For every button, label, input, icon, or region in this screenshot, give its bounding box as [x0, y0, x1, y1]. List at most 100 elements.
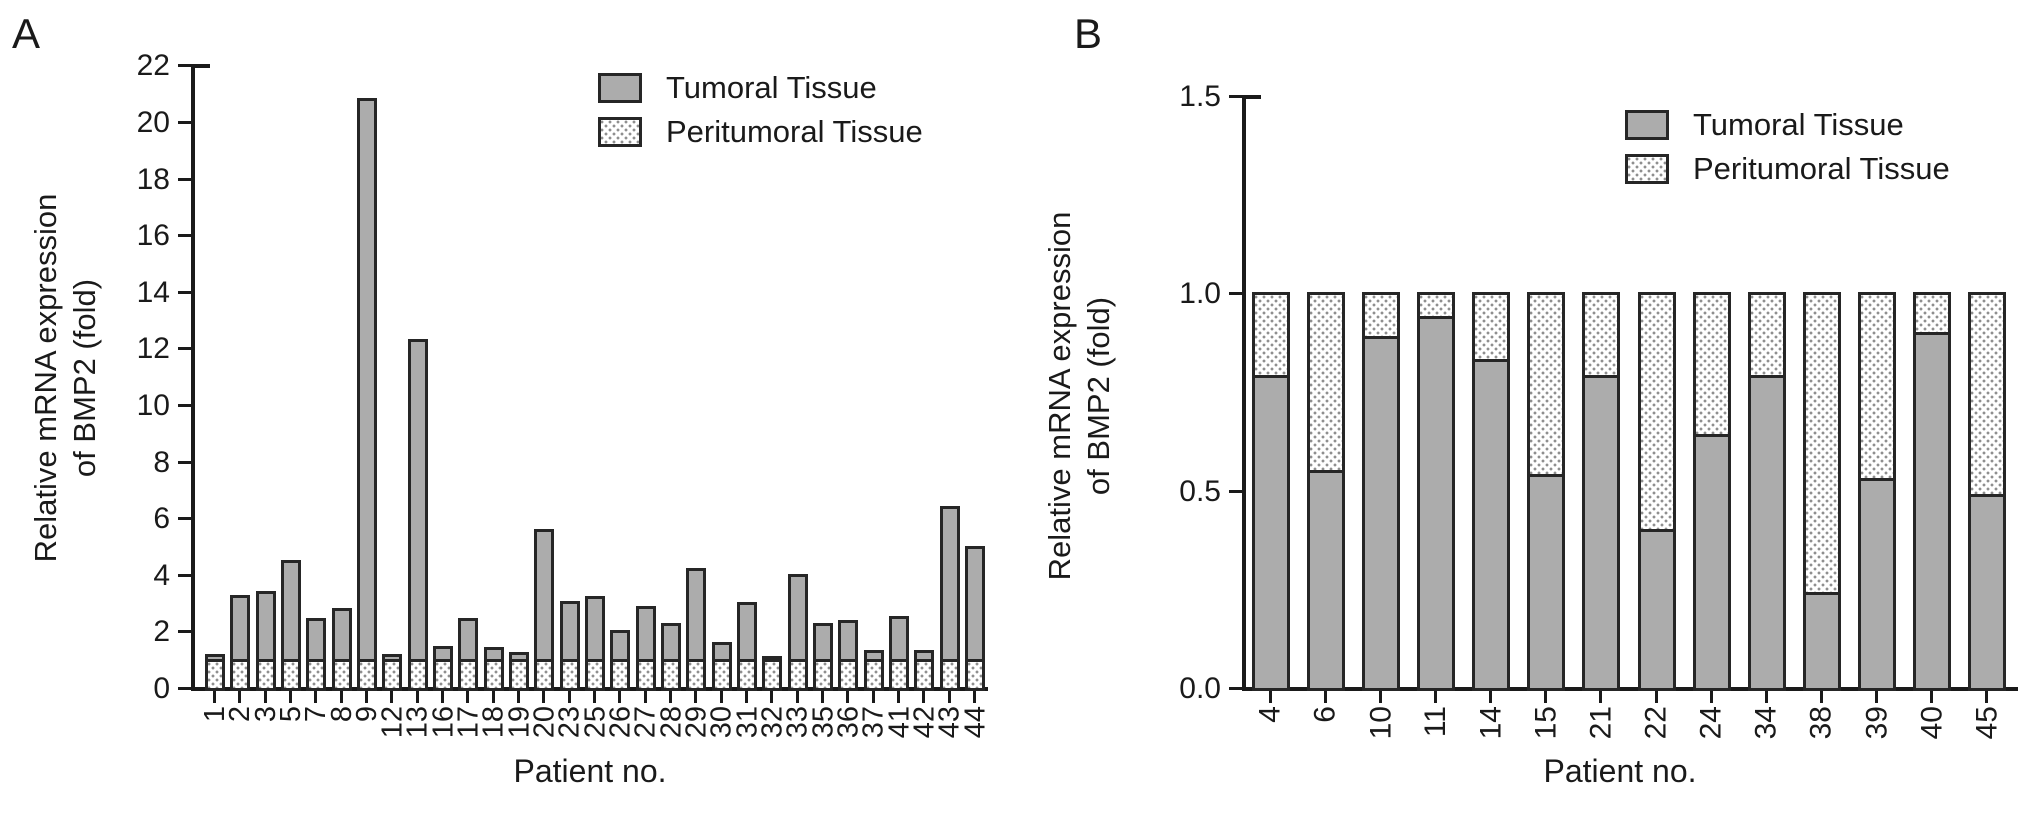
- tumoral-bar: [1968, 494, 2006, 691]
- tumoral-legend-label: Tumoral Tissue: [666, 70, 877, 105]
- tumoral-bar: [1913, 332, 1951, 691]
- x-tick: [1875, 691, 1878, 703]
- x-tick: [922, 691, 925, 703]
- tumoral-bar: [1252, 375, 1290, 691]
- x-tick: [745, 691, 748, 703]
- panel-b-legend: Tumoral Tissue Peritumoral Tissue: [1625, 109, 1950, 184]
- y-tick-label: 4: [153, 559, 170, 592]
- x-tick: [1599, 691, 1602, 703]
- panel-b-legend-item-tumoral: Tumoral Tissue: [1625, 109, 1950, 140]
- y-axis: [191, 64, 195, 691]
- peritumoral-swatch-icon: [1625, 153, 1669, 184]
- y-tick-label: 1.0: [1179, 277, 1221, 310]
- tumoral-bar: [1472, 359, 1510, 691]
- y-tick: [178, 64, 191, 67]
- x-tick: [973, 691, 976, 703]
- x-tick: [441, 691, 444, 703]
- y-tick: [1229, 292, 1242, 295]
- peritumoral-bar: [560, 659, 580, 691]
- peritumoral-bar: [382, 659, 402, 691]
- peritumoral-bar: [534, 659, 554, 691]
- peritumoral-bar: [1638, 292, 1676, 532]
- x-tick-label: 10: [1364, 706, 1398, 740]
- y-tick-label: 2: [153, 615, 170, 648]
- y-tick: [1229, 95, 1242, 98]
- tumoral-swatch-icon: [1625, 109, 1669, 140]
- x-tick-label: 38: [1804, 706, 1838, 740]
- x-tick-label: 11: [1419, 706, 1453, 738]
- tumoral-bar: [1527, 474, 1565, 691]
- peritumoral-bar: [864, 659, 884, 691]
- tumoral-bar: [1803, 592, 1841, 691]
- peritumoral-bar: [914, 659, 934, 691]
- peritumoral-bar: [1913, 292, 1951, 335]
- x-tick: [340, 691, 343, 703]
- y-tick-label: 0.0: [1179, 672, 1221, 705]
- y-tick: [178, 630, 191, 633]
- peritumoral-bar: [1582, 292, 1620, 378]
- peritumoral-bar: [1748, 292, 1786, 378]
- y-tick-label: 8: [153, 446, 170, 479]
- x-tick: [1324, 691, 1327, 703]
- y-tick-label: 1.5: [1179, 80, 1221, 113]
- tumoral-bar: [1748, 375, 1786, 691]
- x-tick: [872, 691, 875, 703]
- peritumoral-bar: [838, 659, 858, 691]
- x-tick-label: 22: [1639, 706, 1673, 740]
- x-tick: [568, 691, 571, 703]
- peritumoral-bar: [712, 659, 732, 691]
- x-tick: [1269, 691, 1272, 703]
- x-tick: [238, 691, 241, 703]
- peritumoral-bar: [1417, 292, 1455, 319]
- x-tick: [1434, 691, 1437, 703]
- x-tick: [821, 691, 824, 703]
- tumoral-bar: [1582, 375, 1620, 691]
- x-tick: [1710, 691, 1713, 703]
- x-tick-label: 4: [1254, 706, 1287, 723]
- x-tick: [770, 691, 773, 703]
- x-tick: [365, 691, 368, 703]
- peritumoral-bar: [484, 659, 504, 691]
- y-tick-label: 6: [153, 502, 170, 535]
- peritumoral-bar: [357, 659, 377, 691]
- peritumoral-bar: [813, 659, 833, 691]
- x-tick: [1379, 691, 1382, 703]
- y-tick-label: 16: [136, 219, 170, 252]
- x-tick: [1655, 691, 1658, 703]
- y-tick: [178, 574, 191, 577]
- tumoral-bar: [1638, 529, 1676, 691]
- y-tick-label: 18: [136, 163, 170, 196]
- x-tick: [264, 691, 267, 703]
- y-tick: [178, 347, 191, 350]
- x-tick-label: 34: [1749, 706, 1783, 740]
- tumoral-swatch-icon: [598, 72, 642, 103]
- peritumoral-bar: [1362, 292, 1400, 339]
- y-axis-top-cap: [1242, 95, 1261, 99]
- peritumoral-bar: [610, 659, 630, 691]
- x-tick: [618, 691, 621, 703]
- x-tick-label: 6: [1309, 706, 1343, 723]
- peritumoral-bar: [585, 659, 605, 691]
- panel-a-legend: Tumoral Tissue Peritumoral Tissue: [598, 72, 923, 147]
- panel-a-legend-item-peritumoral: Peritumoral Tissue: [598, 116, 923, 147]
- peritumoral-bar: [1252, 292, 1290, 378]
- x-tick: [948, 691, 951, 703]
- peritumoral-bar: [762, 659, 782, 691]
- x-tick: [669, 691, 672, 703]
- y-tick: [1229, 687, 1242, 690]
- y-axis: [1242, 95, 1246, 691]
- x-tick-label: 40: [1914, 706, 1948, 740]
- peritumoral-bar: [281, 659, 301, 691]
- peritumoral-bar: [1693, 292, 1731, 437]
- tumoral-bar: [1858, 478, 1896, 691]
- peritumoral-bar: [332, 659, 352, 691]
- peritumoral-bar: [636, 659, 656, 691]
- peritumoral-bar: [1803, 292, 1841, 595]
- x-tick-label: 24: [1694, 706, 1728, 740]
- y-tick-label: 22: [136, 49, 170, 82]
- peritumoral-bar: [661, 659, 681, 691]
- y-tick-label: 0: [153, 672, 170, 705]
- x-tick: [1930, 691, 1933, 703]
